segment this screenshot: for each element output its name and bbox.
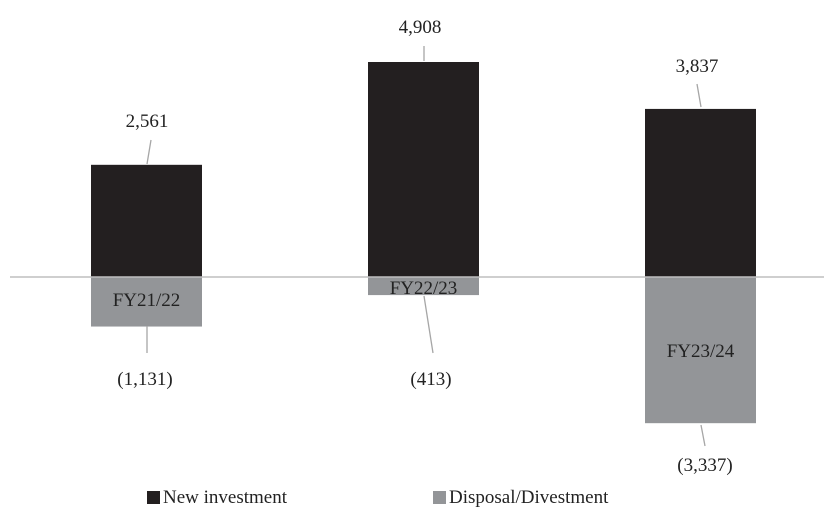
legend-label-disposal: Disposal/Divestment [449, 487, 609, 508]
bar-disposal-fy21-22 [91, 277, 202, 327]
leader-line-new-investment-fy23-24 [696, 83, 702, 108]
legend-label-new-investment: New investment [163, 487, 288, 508]
legend-swatch-disposal [433, 491, 446, 504]
leader-line-new-investment-fy21-22 [146, 139, 152, 165]
value-label-new-investment-fy22-23: 4,908 [399, 17, 442, 38]
data-labels: 2,561 (1,131) 4,908 (413) 3,837 (3,337) [117, 17, 732, 476]
value-label-disposal-fy23-24: (3,337) [677, 455, 732, 476]
category-labels: FY21/22 FY22/23 FY23/24 [113, 278, 735, 362]
value-label-new-investment-fy21-22: 2,561 [126, 111, 169, 132]
value-label-new-investment-fy23-24: 3,837 [676, 56, 719, 77]
category-label-fy22-23: FY22/23 [390, 278, 458, 299]
value-label-disposal-fy21-22: (1,131) [117, 369, 172, 390]
bar-new-investment-fy21-22 [91, 164, 202, 277]
value-label-disposal-fy22-23: (413) [410, 369, 451, 390]
category-label-fy21-22: FY21/22 [113, 290, 181, 311]
leader-line-disposal-fy22-23 [423, 295, 434, 354]
bar-disposal-fy22-23 [368, 277, 479, 296]
category-label-fy23-24: FY23/24 [667, 341, 735, 362]
bar-new-investment-fy22-23 [368, 62, 479, 277]
leader-line-disposal-fy23-24 [700, 424, 706, 447]
disposal-bars [91, 277, 756, 424]
legend: New investment Disposal/Divestment [147, 487, 609, 508]
label-leader-lines [146, 46, 706, 447]
new-investment-bars [91, 62, 756, 277]
bar-disposal-fy23-24 [645, 277, 756, 424]
bar-new-investment-fy23-24 [645, 108, 756, 277]
legend-swatch-new-investment [147, 491, 160, 504]
